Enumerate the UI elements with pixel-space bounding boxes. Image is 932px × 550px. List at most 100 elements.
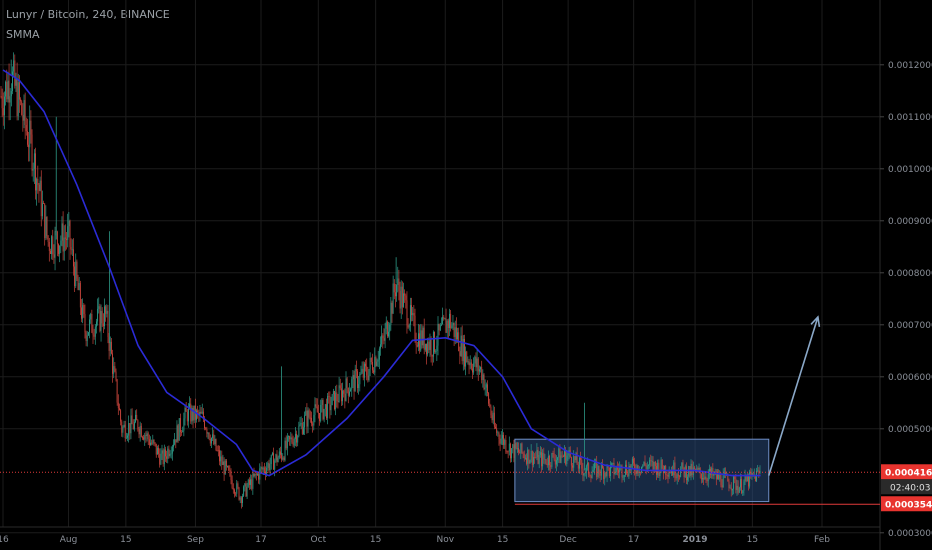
candle-body: [104, 306, 105, 327]
candle-body: [469, 362, 471, 366]
candle-body: [648, 464, 649, 466]
candle-body: [721, 485, 723, 488]
candle-body: [248, 479, 250, 485]
candle-body: [518, 448, 519, 453]
candle-body: [165, 449, 166, 457]
candle-body: [158, 447, 159, 454]
x-tick-label: Nov: [436, 535, 454, 545]
candle-body: [399, 290, 401, 309]
candle-body: [21, 101, 23, 115]
candle-body: [212, 434, 214, 438]
candle-body: [73, 249, 74, 267]
candle-body: [102, 323, 104, 327]
candle-body: [132, 424, 134, 430]
arrow-head-icon: [810, 315, 821, 328]
candle-body: [531, 450, 533, 465]
candle-body: [585, 465, 587, 473]
candle-body: [731, 488, 733, 491]
candle-body: [524, 457, 526, 459]
x-tick-label: Sep: [187, 535, 204, 545]
countdown-badge: [881, 479, 932, 495]
candle-body: [711, 468, 713, 475]
candle-body: [570, 457, 572, 466]
candle-body: [100, 311, 102, 331]
candle-body: [94, 326, 96, 337]
x-tick-label: Aug: [60, 535, 78, 545]
candle-body: [530, 450, 532, 461]
candle-body: [416, 345, 418, 347]
candle-body: [651, 460, 653, 462]
candle-body: [81, 307, 82, 319]
candle-body: [211, 437, 212, 444]
candle-body: [643, 461, 645, 466]
candle-body: [700, 473, 702, 480]
candle-body: [83, 305, 85, 315]
candle-body: [603, 468, 605, 480]
candle-body: [621, 465, 623, 478]
candle-body: [38, 184, 40, 191]
candle-body: [276, 454, 278, 463]
candle-body: [561, 455, 563, 457]
candle-body: [273, 453, 274, 470]
candle-body: [461, 335, 463, 362]
candle-body: [460, 335, 462, 356]
candle-body: [227, 466, 228, 467]
candle-body: [353, 375, 355, 392]
candle-body: [50, 250, 51, 255]
candle-body: [258, 473, 260, 480]
candle-body: [121, 421, 123, 433]
candle-body: [549, 455, 550, 466]
candle-body: [599, 473, 601, 476]
candle-body: [750, 471, 752, 476]
candle-body: [374, 357, 376, 373]
y-tick-label: 0.0006000: [888, 373, 932, 383]
candle-body: [646, 465, 648, 469]
candle-body: [71, 249, 73, 251]
candle-body: [186, 411, 188, 422]
candle-body: [181, 432, 182, 433]
candle-body: [516, 448, 518, 449]
candle-body: [28, 144, 30, 148]
candle-body: [309, 417, 311, 419]
projection-arrow[interactable]: [768, 316, 819, 476]
candle-body: [314, 404, 316, 415]
candle-body: [86, 335, 88, 342]
candle-body: [343, 390, 345, 394]
candle-body: [437, 323, 439, 346]
candle-body: [326, 404, 327, 419]
candle-body: [449, 313, 450, 328]
indicator-label: SMMA: [6, 28, 40, 41]
candle-body: [97, 308, 99, 322]
candle-body: [339, 385, 341, 389]
candle-body: [244, 483, 246, 487]
candle-body: [419, 333, 421, 351]
candle-body: [184, 407, 186, 419]
candle-body: [286, 436, 288, 449]
candle-body: [169, 453, 171, 457]
candle-body: [429, 339, 431, 350]
candle-body: [225, 460, 227, 467]
candle-body: [727, 474, 729, 482]
candle-body: [587, 462, 588, 466]
candle-body: [361, 368, 363, 373]
candle-body: [649, 460, 651, 465]
x-tick-label: 17: [628, 535, 639, 545]
candle-body: [736, 485, 738, 490]
candle-body: [17, 82, 19, 117]
candle-body: [669, 472, 671, 474]
candle-body: [105, 306, 107, 314]
chart-title: Lunyr / Bitcoin, 240, BINANCE: [6, 8, 170, 21]
candle-body: [719, 474, 721, 480]
x-tick-label: 15: [120, 535, 131, 545]
candle-body: [43, 203, 44, 204]
candle-body: [161, 450, 163, 454]
candle-body: [327, 396, 329, 419]
y-tick-label: 0.0008000: [888, 269, 932, 279]
candle-body: [37, 178, 39, 185]
candle-body: [733, 476, 734, 489]
candle-body: [174, 439, 176, 445]
candle-body: [317, 412, 319, 414]
consolidation-box[interactable]: [514, 438, 770, 503]
candle-body: [610, 465, 611, 476]
